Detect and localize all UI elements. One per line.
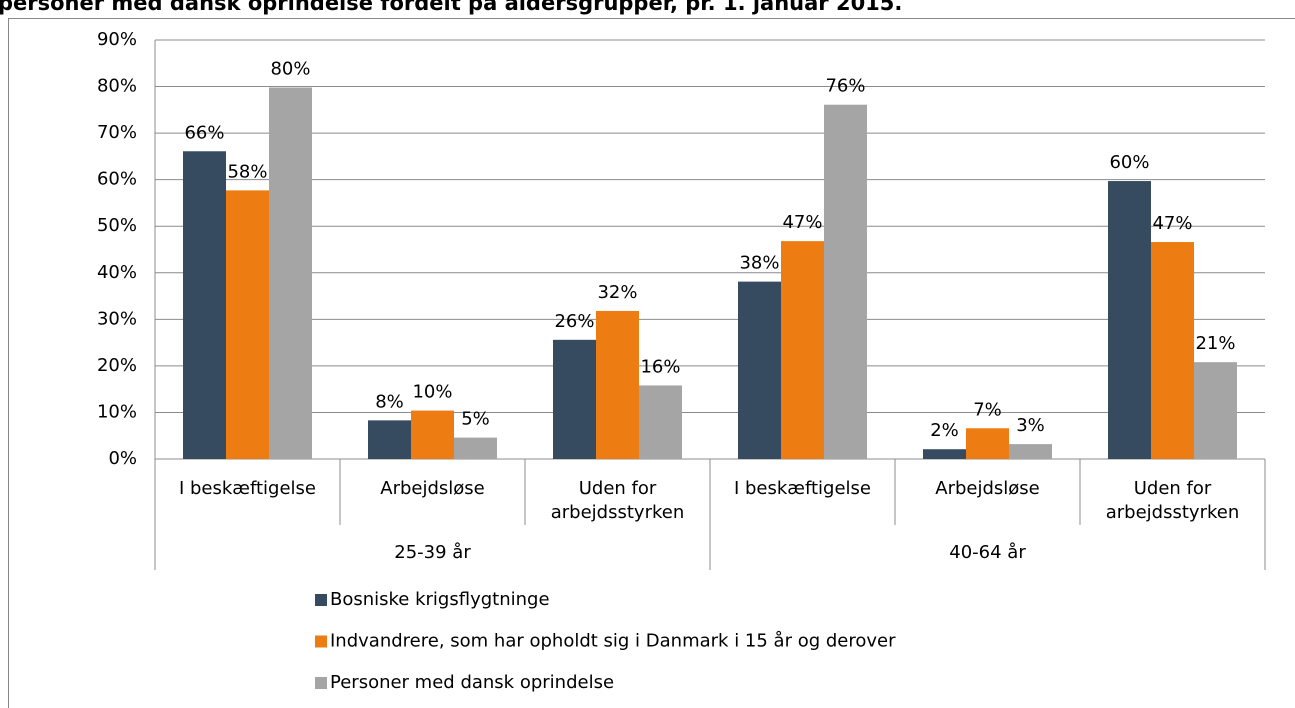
bar [411,410,454,459]
x-tick-label: I beskæftigelse [734,478,871,499]
y-tick-label: 20% [97,355,137,376]
legend-label: Indvandrere, som har opholdt sig i Danma… [330,631,896,652]
y-tick-label: 60% [97,169,137,190]
data-label: 5% [461,409,490,430]
x-tick-label: I beskæftigelse [179,478,316,499]
y-tick-label: 70% [97,122,137,143]
legend-swatch [315,594,327,606]
data-label: 76% [825,76,865,97]
x-tick-label: Uden for arbejdsstyrken [551,478,685,523]
bar [553,339,596,459]
bar [824,104,867,459]
x-tick-label: Uden for arbejdsstyrken [1106,478,1240,523]
group-label: 40-64 år [949,542,1026,563]
bar [1108,181,1151,459]
data-label: 38% [739,253,779,274]
bar [781,241,824,459]
data-label: 10% [412,382,452,403]
bar [454,437,497,459]
data-label: 47% [782,212,822,233]
data-label: 21% [1195,333,1235,354]
data-label: 32% [597,282,637,303]
legend-swatch [315,635,327,648]
data-label: 47% [1152,213,1192,234]
data-label: 16% [640,356,680,377]
legend-swatch [315,677,327,689]
data-label: 60% [1109,152,1149,173]
bar [1194,362,1237,459]
data-label: 80% [270,58,310,79]
legend-label: Bosniske krigsflygtninge [330,589,550,610]
data-label: 66% [184,122,224,143]
chart-title: personer med dansk oprindelse fordelt på… [0,0,902,15]
bar [738,281,781,459]
x-tick-label: Arbejdsløse [380,478,484,499]
bar [226,190,269,459]
data-label: 26% [554,311,594,332]
data-label: 3% [1016,415,1045,436]
y-tick-label: 0% [108,448,137,469]
chart-frame [8,18,1295,708]
y-tick-label: 90% [97,29,137,50]
y-tick-label: 50% [97,215,137,236]
y-tick-label: 10% [97,401,137,422]
bar [639,385,682,459]
legend-label: Personer med dansk oprindelse [330,672,614,693]
bar [1009,444,1052,459]
y-tick-label: 30% [97,308,137,329]
bar [923,449,966,459]
bar [1151,242,1194,459]
data-label: 2% [930,420,959,441]
group-label: 25-39 år [394,542,471,563]
data-label: 8% [375,391,404,412]
bar [183,151,226,460]
data-label: 58% [227,161,267,182]
bar [966,428,1009,459]
x-tick-label: Arbejdsløse [935,478,1039,499]
bar [368,420,411,459]
bar [269,87,312,459]
y-tick-label: 40% [97,262,137,283]
data-label: 7% [973,399,1002,420]
bar [596,310,639,459]
y-tick-label: 80% [97,76,137,97]
